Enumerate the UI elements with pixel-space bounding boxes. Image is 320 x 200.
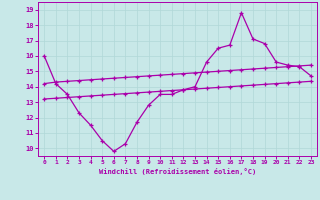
X-axis label: Windchill (Refroidissement éolien,°C): Windchill (Refroidissement éolien,°C) <box>99 168 256 175</box>
